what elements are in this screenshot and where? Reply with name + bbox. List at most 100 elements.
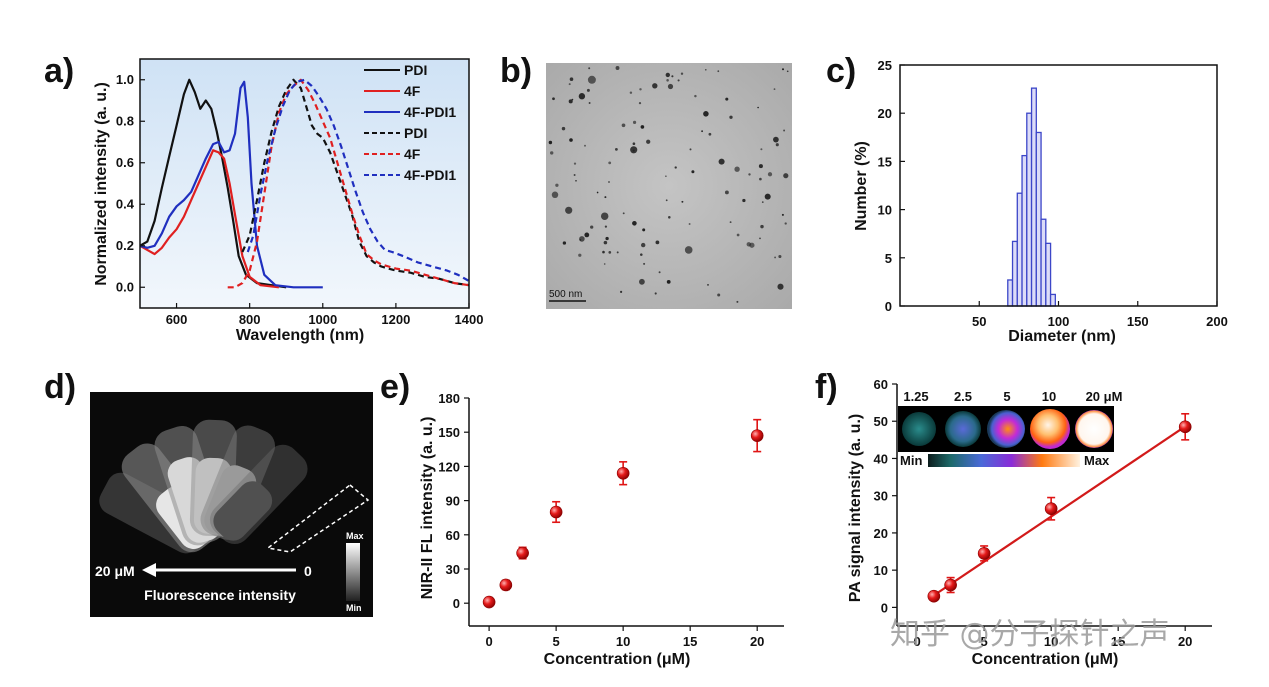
series-line-pdi-solid [140,78,287,289]
nanoparticle [590,225,594,229]
nanoparticle [578,93,586,100]
nanoparticle [652,83,658,89]
panel-f-fit [929,425,1186,599]
nanoparticle [783,173,789,179]
panel-f-xlabel: Concentration (μM) [972,651,1119,668]
nanoparticle [548,140,553,145]
pa-inset-label: 2.5 [954,389,972,404]
nanoparticle [655,240,660,245]
nanoparticle [573,162,577,165]
y-tick-label: 30 [446,562,460,577]
y-tick-label: 1.0 [116,72,134,87]
legend-label: 4F-PDI1 [404,104,456,120]
legend-label: 4F [404,83,421,99]
x-tick-label: 800 [239,312,261,327]
grayscale-colorbar [346,543,360,601]
histogram-bar [1045,242,1052,307]
panel-c-label: c) [826,52,856,90]
data-point [1178,420,1192,434]
y-tick-label: 0 [881,600,888,615]
nanoparticle [575,179,577,182]
arrow-head-icon [142,563,156,577]
nanoparticle [561,126,566,131]
nanoparticle [641,242,646,248]
y-tick-label: 60 [874,377,888,392]
pa-spot [945,411,981,447]
nanoparticle [600,212,609,220]
pa-colorbar-max: Max [1084,453,1110,468]
histogram-bar [1021,154,1028,307]
panel-e-points [482,418,764,609]
nanoparticle [674,166,677,169]
nanoparticle [784,222,787,225]
nanoparticle [684,246,693,254]
x-tick-label: 0 [913,634,920,649]
histogram-bar [1035,131,1042,307]
nanoparticle [568,99,573,104]
nanoparticle [665,72,670,78]
nanoparticle [552,97,555,101]
nanoparticle [757,106,759,109]
nanoparticle [786,70,789,73]
nanoparticle [666,280,671,284]
x-tick-label: 150 [1127,314,1149,329]
nanoparticle [725,97,729,101]
linear-fit-line [929,425,1186,599]
nanoparticle [717,293,721,297]
nanoparticle [629,91,633,94]
x-tick-label: 1200 [381,312,410,327]
y-tick-label: 0.6 [116,155,134,170]
nanoparticle [640,125,645,129]
y-tick-label: 50 [874,414,888,429]
nanoparticle [605,236,609,241]
nanoparticle [658,271,661,274]
x-tick-label: 100 [1048,314,1070,329]
pa-spot [902,412,936,446]
nanoparticle [759,237,761,240]
x-tick-label: 20 [1178,634,1192,649]
data-point [549,505,563,519]
nanoparticle [569,77,574,81]
y-tick-label: 120 [438,459,460,474]
legend-label: 4F [404,146,421,162]
y-tick-label: 60 [446,528,460,543]
nanoparticle [746,242,752,247]
nanoparticle [677,79,680,82]
nanoparticle [642,228,646,232]
x-tick-label: 15 [1111,634,1125,649]
nanoparticle [742,198,746,203]
nanoparticle [562,241,567,245]
histogram-bar [1016,192,1023,307]
nanoparticle [688,223,691,225]
pa-inset-label: 20 μM [1086,389,1123,404]
panel-b-label: b) [500,52,532,90]
nanoparticle [778,254,782,259]
data-point [499,578,513,592]
x-tick-label: 50 [972,314,986,329]
panel-a-ticks: 600 800 1000 1200 1400 0.0 0.2 0.4 0.6 0.8 1.0 [116,72,484,327]
nanoparticle [604,225,608,228]
nanoparticle [668,216,671,219]
nanoparticle [550,151,554,155]
pa-inset-label: 1.25 [903,389,928,404]
x-tick-label: 10 [616,634,630,649]
nanoparticle [758,164,763,169]
nanoparticle [775,143,779,147]
panel-c-xlabel: Diameter (nm) [1008,328,1116,345]
y-tick-label: 0.8 [116,113,134,128]
panel-c-ticks: 50 100 150 200 0 5 10 15 20 25 [878,58,1228,329]
series-line-4f-pdi1-solid [140,80,323,289]
nanoparticle [760,224,764,229]
legend-label: PDI [404,125,427,141]
tem-image [546,63,792,309]
nanoparticle [734,166,740,172]
y-tick-label: 0.4 [116,196,135,211]
nanoparticle [761,201,764,203]
nanoparticle [707,284,709,286]
nanoparticle [608,181,610,183]
nanoparticle [643,262,646,265]
nanoparticle [691,170,695,174]
tube-array [99,419,370,554]
panel-d-left-label: 20 μM [95,563,135,579]
dashed-tube-outline [266,484,370,553]
